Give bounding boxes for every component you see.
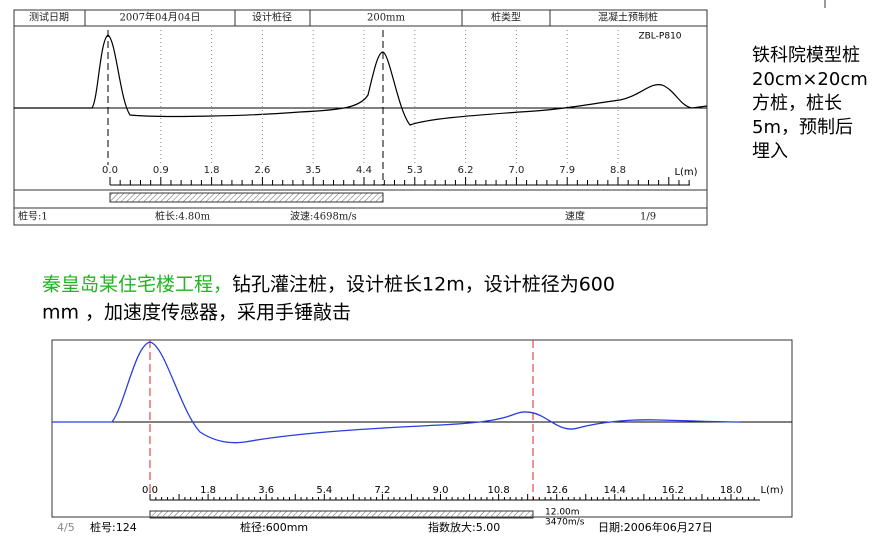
waveform [52, 341, 741, 444]
tick-label: 2.6 [254, 165, 270, 176]
tick-label: 1.8 [200, 485, 216, 496]
footer-item: 指数放大:5.00 [428, 520, 500, 534]
footer-item: 桩号:1 [18, 210, 48, 223]
axis-label: L(m) [674, 167, 697, 178]
header-cell: 桩类型 [491, 11, 521, 24]
test-date: 日期:2006年06月27日 [598, 520, 713, 534]
footer-item: 速度 [565, 210, 585, 223]
note-line: 20cm×20cm [752, 69, 868, 90]
footer-item: 桩长:4.80m [155, 210, 211, 223]
tick-label: 14.4 [604, 485, 626, 496]
footer-item: 桩径:600mm [240, 520, 308, 534]
tick-label: 0.9 [153, 165, 169, 176]
description-line: mm ，加速度传感器，采用手锤敲击 [42, 302, 351, 324]
note-line: 方桩，桩长 [752, 93, 842, 114]
note-line: 铁科院模型桩 [752, 45, 860, 66]
axis-label: L(m) [760, 485, 783, 496]
waveform [14, 34, 708, 126]
tick-label: 5.3 [407, 165, 423, 176]
pile-bar [109, 192, 384, 203]
footer-item: 桩号:124 [90, 520, 137, 534]
header-cell: 混凝土预制桩 [598, 11, 658, 24]
header-cell: 测试日期 [29, 11, 69, 24]
footer-item: 波速:4698m/s [290, 210, 357, 223]
pile-length: 12.00m [545, 508, 580, 518]
header-cell: 2007年04月04日 [120, 11, 201, 24]
header-cell: 设计桩径 [252, 11, 292, 24]
header-dividers [84, 10, 551, 26]
footer-item: 1/9 [640, 212, 656, 223]
tick-label: 18.0 [720, 485, 742, 496]
tick-label: 0.0 [142, 485, 158, 496]
tick-label: 0.0 [102, 165, 118, 176]
note-line: 埋入 [752, 141, 788, 162]
tick-label: 5.4 [316, 485, 332, 496]
description-line: 钻孔灌注桩，设计桩长12m，设计桩径为600 [232, 274, 615, 296]
tick-label: 8.8 [610, 165, 626, 176]
tick-label: 7.2 [374, 485, 390, 496]
pile-bar [149, 510, 534, 519]
page-number: 4/5 [57, 521, 75, 534]
tick-label: 9.0 [433, 485, 449, 496]
tick-label: 10.8 [487, 485, 509, 496]
description-highlight: 秦皇岛某住宅楼工程， [42, 274, 232, 296]
tick-label: 3.5 [305, 165, 321, 176]
tick-label: 12.6 [546, 485, 568, 496]
note-line: 5m，预制后 [752, 117, 853, 138]
tick-label: 1.8 [204, 165, 220, 176]
tick-label: 7.9 [559, 165, 575, 176]
header-cell: 200mm [367, 13, 406, 24]
tick-label: 4.4 [356, 165, 372, 176]
top-frame [13, 9, 708, 226]
tick-label: 16.2 [662, 485, 684, 496]
wave-speed: 3470m/s [545, 518, 585, 528]
tick-label: 7.0 [508, 165, 524, 176]
tick-label: 6.2 [458, 165, 474, 176]
tick-label: 3.6 [258, 485, 274, 496]
chart-code: ZBL-P810 [638, 32, 681, 42]
